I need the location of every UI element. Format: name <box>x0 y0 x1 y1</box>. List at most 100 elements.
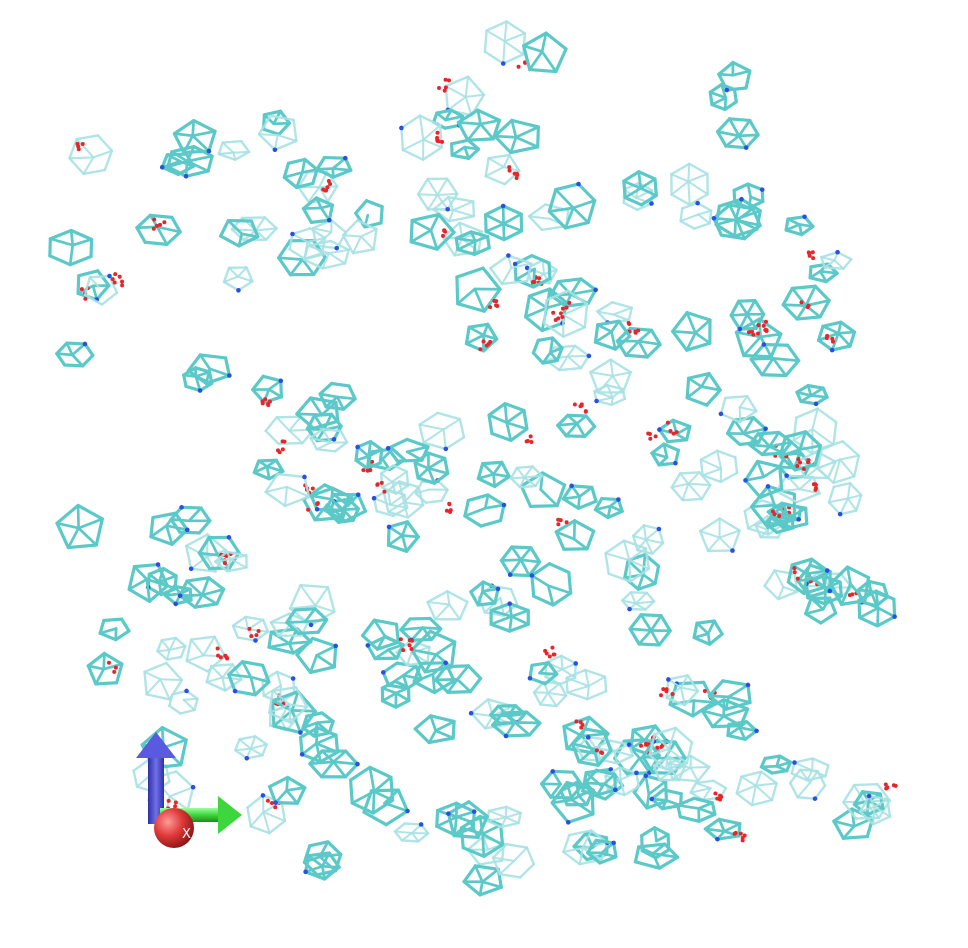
polyhedron-cluster <box>143 661 184 701</box>
polyhedron-cluster <box>827 481 863 517</box>
polyhedron-cluster <box>484 153 521 186</box>
polyhedron-cluster <box>593 496 624 520</box>
polyhedron-cluster <box>698 517 741 553</box>
polyhedron-cluster <box>786 557 830 596</box>
polyhedron-cluster <box>463 493 507 528</box>
polyhedron-cluster <box>159 152 195 177</box>
polyhedron-cluster <box>185 635 230 673</box>
polyhedron-cluster <box>542 289 589 338</box>
polyhedron-cluster <box>489 253 533 286</box>
polyhedron-cluster <box>127 562 169 603</box>
polyhedron-cluster <box>172 118 217 155</box>
polyhedron-cluster <box>418 411 466 452</box>
polyhedral-clusters <box>48 20 898 897</box>
polyhedron-cluster <box>589 358 632 394</box>
polyhedron-cluster <box>540 769 584 800</box>
polyhedron-cluster <box>632 524 665 555</box>
polyhedron-cluster <box>743 459 784 499</box>
polyhedron-cluster <box>83 272 125 306</box>
polyhedron-cluster <box>464 322 499 353</box>
polyhedron-cluster <box>182 366 214 393</box>
polyhedron-cluster <box>409 212 456 251</box>
polyhedron-cluster <box>586 838 618 865</box>
polyhedron-cluster <box>149 511 190 546</box>
polyhedron-cluster <box>197 535 241 571</box>
polyhedron-cluster <box>86 651 124 686</box>
polyhedron-cluster <box>729 298 769 333</box>
y-axis-head <box>218 796 242 834</box>
polyhedron-cluster <box>593 319 632 351</box>
polyhedron-cluster <box>668 680 717 718</box>
polyhedron-cluster <box>222 266 254 293</box>
polyhedron-cluster <box>703 817 747 843</box>
polyhedron-cluster <box>806 250 839 284</box>
polyhedron-cluster <box>251 374 284 408</box>
polyhedron-cluster <box>380 679 411 709</box>
polyhedron-cluster <box>385 437 430 463</box>
polyhedron-cluster <box>670 471 712 502</box>
polyhedron-cluster <box>489 601 530 633</box>
polyhedron-cluster <box>268 686 309 724</box>
polyhedron-cluster <box>227 660 271 697</box>
polyhedron-cluster <box>76 269 111 302</box>
polyhedron-cluster <box>156 636 187 661</box>
polyhedron-cluster <box>186 353 232 386</box>
polyhedron-cluster <box>493 118 540 155</box>
polyhedron-cluster <box>816 320 857 353</box>
polyhedron-cluster <box>781 284 831 321</box>
polyhedron-cluster <box>306 486 354 513</box>
polyhedron-cluster <box>301 196 335 224</box>
x-axis-label: X <box>182 827 191 842</box>
polyhedron-cluster <box>593 384 626 406</box>
polyhedron-cluster <box>565 668 608 701</box>
polyhedron-cluster <box>217 140 251 161</box>
polyhedron-cluster <box>354 199 384 229</box>
polyhedron-cluster <box>734 317 783 359</box>
polyhedron-cluster <box>570 727 613 767</box>
polyhedron-cluster <box>707 679 752 711</box>
polyhedron-cluster <box>491 710 542 739</box>
polyhedron-cluster <box>454 230 491 256</box>
polyhedron-cluster <box>749 342 801 378</box>
polyhedron-cluster <box>483 20 528 69</box>
polyhedron-cluster <box>285 607 329 636</box>
polyhedron-cluster <box>366 447 407 472</box>
polyhedron-cluster <box>362 788 410 827</box>
polyhedron-cluster <box>264 472 311 508</box>
polyhedron-cluster <box>632 773 669 810</box>
polyhedron-cluster <box>371 488 409 518</box>
polyhedron-cluster <box>549 277 598 308</box>
polyhedron-cluster <box>413 714 456 745</box>
polyhedron-cluster <box>784 214 815 237</box>
polyhedron-cluster <box>556 402 597 439</box>
polyhedron-cluster <box>315 155 353 179</box>
polyhedron-cluster <box>459 814 505 858</box>
polyhedron-cluster <box>547 181 597 230</box>
polyhedron-cluster <box>529 562 573 607</box>
polyhedron-cluster <box>700 698 750 729</box>
polyhedron-cluster <box>413 451 450 485</box>
polyhedron-cluster <box>859 782 898 826</box>
polyhedron-cluster <box>816 440 861 485</box>
polyhedron-cluster <box>446 800 489 840</box>
polyhedron-cluster <box>135 213 182 246</box>
polyhedron-cluster <box>685 371 722 407</box>
polyhedron-cluster <box>544 344 592 372</box>
polyhedron-cluster <box>398 616 443 653</box>
polyhedron-cluster <box>648 726 694 771</box>
polyhedron-cluster <box>735 770 778 807</box>
axis-orientation-triad: X <box>136 732 242 848</box>
polyhedron-cluster <box>820 249 853 270</box>
polyhedron-cluster <box>168 688 199 715</box>
polyhedron-cluster <box>48 228 94 267</box>
polyhedron-cluster <box>499 545 542 578</box>
polyhedron-cluster <box>622 170 658 207</box>
polyhedron-cluster <box>718 394 758 424</box>
polyhedron-cluster <box>414 478 453 514</box>
polyhedron-cluster <box>621 591 656 612</box>
polyhedron-cluster <box>522 31 568 74</box>
polyhedron-cluster <box>711 203 762 241</box>
polyhedron-cluster <box>679 200 713 230</box>
polyhedron-cluster <box>426 590 469 621</box>
